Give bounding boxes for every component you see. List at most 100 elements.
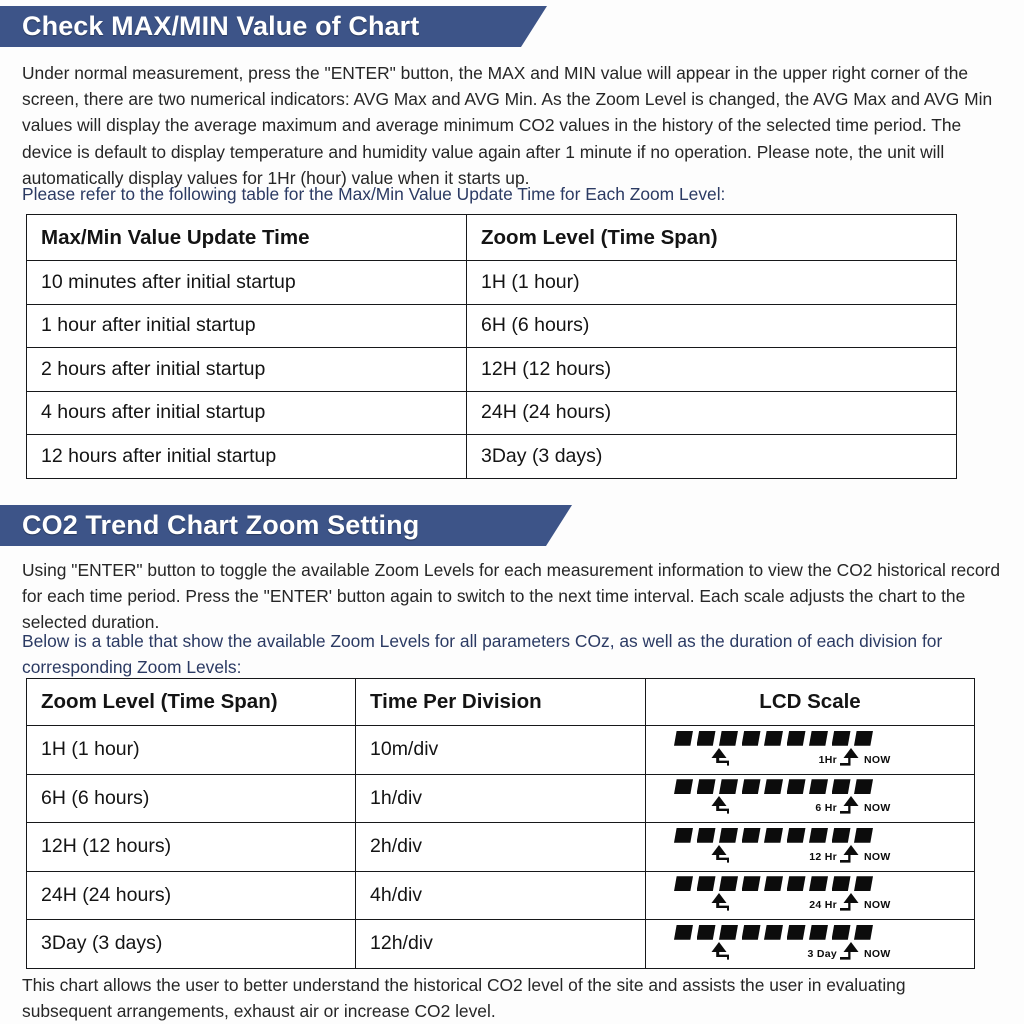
cell-zoom-level: 12H (12 hours) [466, 347, 957, 392]
lcd-scale-graphic: 6 Hr NOW [646, 775, 974, 821]
lcd-segment [786, 876, 806, 892]
lcd-segment [674, 730, 693, 746]
lcd-segment [831, 779, 851, 795]
lcd-span-label: 1Hr [818, 753, 837, 766]
table-row: 2 hours after initial startup 12H (12 ho… [26, 347, 957, 392]
cell-time-per-division: 12h/div [355, 919, 646, 969]
up-arrow-icon [839, 941, 861, 961]
lcd-span-label: 12 Hr [809, 850, 837, 863]
lcd-segment [786, 827, 806, 843]
cell-time-per-division: 4h/div [355, 870, 646, 920]
lcd-segment-strip [674, 876, 873, 892]
section-banner-co2-trend-zoom: CO2 Trend Chart Zoom Setting [0, 505, 572, 546]
lcd-segment [674, 924, 693, 940]
lcd-segment [741, 876, 761, 892]
lcd-segment [831, 827, 851, 843]
up-arrow-icon [839, 747, 861, 767]
lcd-segment [674, 827, 693, 843]
lcd-now-label: NOW [864, 850, 891, 863]
column-header-time-per-division: Time Per Division [355, 678, 646, 726]
lcd-segment [854, 924, 873, 940]
cell-time-per-division: 1h/div [355, 773, 646, 823]
lcd-segment [674, 779, 693, 795]
lcd-segment [674, 876, 693, 892]
lcd-scale-graphic: 3 Day NOW [646, 921, 974, 967]
lcd-segment [764, 827, 783, 843]
up-arrow-icon [709, 892, 731, 912]
lcd-span-label: 6 Hr [815, 802, 837, 815]
cell-zoom-level: 24H (24 hours) [26, 870, 356, 920]
lcd-now-label: NOW [864, 899, 891, 912]
cell-zoom-level: 6H (6 hours) [466, 303, 957, 348]
lcd-segment [696, 730, 716, 746]
lcd-segment [719, 924, 738, 940]
lcd-segment [741, 730, 761, 746]
lcd-now-label: NOW [864, 802, 891, 815]
table-2-lead-in-text: Below is a table that show the available… [22, 631, 943, 678]
section-banner-title: Check MAX/MIN Value of Chart [22, 11, 420, 41]
cell-lcd-scale: 24 Hr NOW [645, 870, 975, 920]
lcd-segment [786, 924, 806, 940]
column-header-zoom-level: Zoom Level (Time Span) [466, 214, 957, 261]
table-row: 24H (24 hours) 4h/div 24 Hr NOW [26, 870, 975, 920]
cell-time-per-division: 10m/div [355, 725, 646, 775]
lcd-now-label: NOW [864, 753, 891, 766]
lcd-segment-strip [674, 827, 873, 843]
lcd-segment [764, 924, 783, 940]
lcd-segment [831, 924, 851, 940]
up-arrow-icon [709, 747, 731, 767]
lcd-span-label: 3 Day [807, 947, 837, 960]
lcd-segment [786, 730, 806, 746]
cell-update-time: 1 hour after initial startup [26, 303, 467, 348]
lcd-segment [764, 730, 783, 746]
table-1-lead-in-text: Please refer to the following table for … [22, 184, 726, 204]
table-row: 1 hour after initial startup 6H (6 hours… [26, 303, 957, 348]
zoom-setting-paragraph: Using "ENTER" button to toggle the avail… [22, 560, 1000, 633]
section-banner-check-max-min: Check MAX/MIN Value of Chart [0, 6, 547, 47]
cell-lcd-scale: 12 Hr NOW [645, 822, 975, 872]
up-arrow-icon [709, 795, 731, 815]
up-arrow-icon [839, 844, 861, 864]
closing-paragraph: This chart allows the user to better und… [22, 975, 906, 1022]
intro-paragraph: Under normal measurement, press the "ENT… [22, 63, 993, 188]
table-row: 10 minutes after initial startup 1H (1 h… [26, 260, 957, 305]
lcd-segment [696, 827, 716, 843]
cell-zoom-level: 6H (6 hours) [26, 773, 356, 823]
lcd-segment [764, 779, 783, 795]
column-header-update-time: Max/Min Value Update Time [26, 214, 467, 261]
up-arrow-icon [839, 795, 861, 815]
lcd-segment [831, 730, 851, 746]
column-header-zoom-level: Zoom Level (Time Span) [26, 678, 356, 726]
table-row: 3Day (3 days) 12h/div 3 Day NOW [26, 919, 975, 969]
lcd-segment [719, 779, 738, 795]
cell-time-per-division: 2h/div [355, 822, 646, 872]
up-arrow-icon [839, 892, 861, 912]
cell-zoom-level: 12H (12 hours) [26, 822, 356, 872]
cell-lcd-scale: 3 Day NOW [645, 919, 975, 969]
cell-zoom-level: 1H (1 hour) [26, 725, 356, 775]
lcd-segment [719, 730, 738, 746]
lcd-segment-strip [674, 730, 873, 746]
lcd-segment [809, 779, 828, 795]
lcd-segment [741, 779, 761, 795]
lcd-segment [809, 827, 828, 843]
table-row: 12 hours after initial startup 3Day (3 d… [26, 434, 957, 479]
lcd-segment [854, 779, 873, 795]
up-arrow-icon [709, 844, 731, 864]
up-arrow-icon [709, 941, 731, 961]
cell-lcd-scale: 6 Hr NOW [645, 773, 975, 823]
lcd-segment [831, 876, 851, 892]
lcd-segment [696, 876, 716, 892]
lcd-segment [809, 876, 828, 892]
lcd-segment [786, 779, 806, 795]
cell-zoom-level: 24H (24 hours) [466, 390, 957, 435]
lcd-scale-graphic: 24 Hr NOW [646, 872, 974, 918]
lcd-scale-graphic: 1Hr NOW [646, 727, 974, 773]
lcd-segment [719, 827, 738, 843]
lcd-segment [741, 827, 761, 843]
lcd-segment [764, 876, 783, 892]
lcd-segment [696, 924, 716, 940]
lcd-segment [854, 730, 873, 746]
table-row: 12H (12 hours) 2h/div 12 Hr NOW [26, 822, 975, 872]
